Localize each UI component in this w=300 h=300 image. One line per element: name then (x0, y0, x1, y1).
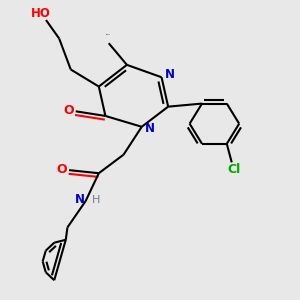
Text: methyl: methyl (106, 34, 111, 35)
Text: HO: HO (31, 7, 51, 20)
Text: N: N (75, 193, 85, 206)
Text: O: O (56, 163, 67, 176)
Text: H: H (92, 194, 100, 205)
Text: N: N (165, 68, 175, 81)
Text: O: O (63, 104, 74, 117)
Text: Cl: Cl (227, 163, 241, 176)
Text: N: N (145, 122, 155, 135)
